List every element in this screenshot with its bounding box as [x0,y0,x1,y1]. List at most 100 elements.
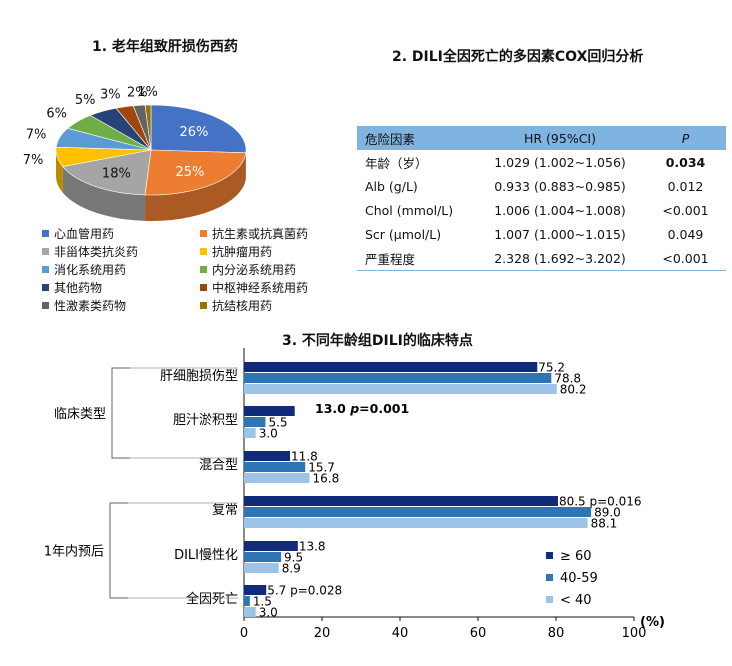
legend-swatch [42,266,49,273]
cox-table: 危险因素 HR (95%CI) P 年龄（岁） 1.029 (1.002~1.05… [357,126,726,271]
pie-sides [56,150,246,222]
row-p: 0.034 [665,154,706,170]
bar-1-2 [244,428,256,438]
pie-slice-10 [144,104,152,151]
category-label: DILI慢性化 [174,547,238,563]
legend-swatch [546,574,553,581]
category-label: 混合型 [199,458,238,473]
bar-value-label: 75.2 [538,361,565,375]
x-tick-label: 80 [548,626,565,641]
bar-3-2 [244,518,588,528]
pie-slice-3 [62,149,152,196]
bar-value-label: 11.8 [291,450,318,464]
legend-label: 40-59 [560,571,598,586]
legend-item: 中枢神经系统用药 [200,279,360,296]
pie-value-label: 1% [137,85,158,100]
bar-value-label: 78.8 [554,372,581,386]
bar-value-label: 80.5 p=0.016 [559,495,642,509]
bar-3-0 [244,496,558,506]
bar-2-0 [244,451,291,461]
bar-value-label: 16.8 [313,472,340,486]
table-header-row: 危险因素 HR (95%CI) P [357,126,726,150]
pie-slice-side [62,166,146,221]
x-tick-label: 20 [314,626,331,641]
table-row: Alb (g/L) 0.933 (0.883~0.985) 0.012 [357,174,726,198]
bar-5-1 [244,596,250,606]
bar-value-label: 8.9 [282,562,301,576]
table-row: 年龄（岁） 1.029 (1.002~1.056) 0.034 [357,150,726,174]
pie-value-label: 2% [127,85,148,100]
bar-value-label: 13.8 [299,540,326,554]
pie-value-label: 18% [102,167,131,182]
pie-top [55,104,247,196]
pie-slice-side [145,152,246,222]
legend-swatch [42,302,49,309]
category-label: 肝细胞损伤型 [160,369,238,384]
legend-item: 抗肿瘤用药 [200,243,360,260]
bar-2-2 [244,473,310,483]
row-factor: Alb (g/L) [365,178,418,194]
legend-swatch [42,248,49,255]
legend-item: 抗生素或抗真菌药 [200,225,360,242]
bar-3-1 [244,507,592,517]
pie-value-label: 6% [46,106,67,121]
legend-label: 内分泌系统用药 [212,263,297,277]
bar-value-label: 80.2 [560,383,587,397]
row-hr: 1.006 (1.004~1.008) [494,202,626,218]
pie-legend: 心血管用药 抗生素或抗真菌药 非甾体类抗炎药 抗肿瘤用药 消化系统用药 内分泌系统用药 其他… [42,225,362,314]
legend-swatch [200,230,207,237]
bar-2-1 [244,462,306,472]
annotation-value: 13.0 [315,401,350,416]
x-tick-label: 40 [392,626,409,641]
pie-title: 1. 老年组致肝损伤西药 [92,39,238,55]
row-p: <0.001 [645,246,726,271]
pie-value-label: 25% [175,165,204,180]
legend-label: 抗结核用药 [212,299,273,313]
pie-slice-side [56,150,63,193]
bar-annotation: 13.0 p=0.001 [315,401,409,416]
table-row: Scr (μmol/L) 1.007 (1.000~1.015) 0.049 [357,222,726,246]
category-label: 胆汁淤积型 [173,413,238,428]
legend-item: 性激素类药物 [42,297,200,314]
legend-swatch [200,266,207,273]
legend-swatch [42,284,49,291]
legend-swatch [42,230,49,237]
category-label: 全因死亡 [186,591,238,607]
annotation-p: p [349,401,359,416]
annotation-pvalue: =0.001 [359,401,409,416]
x-tick-label: 60 [470,626,487,641]
legend-item: 心血管用药 [42,225,200,242]
bar-0-1 [244,373,552,383]
bar-value-label: 15.7 [308,461,335,475]
bar-value-label: 1.5 [253,595,272,609]
legend-item: 非甾体类抗炎药 [42,243,200,260]
bar-4-0 [244,541,298,551]
table-row: Chol (mmol/L) 1.006 (1.004~1.008) <0.001 [357,198,726,222]
legend-label: 性激素类药物 [54,299,127,313]
bar-0-0 [244,362,538,372]
group-label: 1年内预后 [44,544,104,560]
bar-1-0 [244,406,295,416]
row-factor: 严重程度 [357,246,475,271]
pie-chart: 26% 25% 18% 7% 7% 6% 5% 3% 2%1% [23,85,247,222]
pie-slice-1 [150,104,247,154]
row-p: <0.001 [662,202,709,218]
legend-item: 抗结核用药 [200,297,360,314]
bar-value-label: 3.0 [259,427,278,441]
bar-value-label: 5.5 [268,416,287,430]
legend-label: 抗生素或抗真菌药 [212,227,309,241]
pie-value-label: 7% [26,128,47,143]
bar-4-2 [244,563,279,573]
row-hr: 0.933 (0.883~0.985) [494,178,626,194]
legend-item: 其他药物 [42,279,200,296]
pie-value-label: 3% [100,87,121,102]
bar-value-label: 5.7 p=0.028 [267,584,342,598]
pie-value-label: 5% [75,93,96,108]
row-hr: 1.007 (1.000~1.015) [494,226,626,242]
bar-1-1 [244,417,266,427]
row-hr: 1.029 (1.002~1.056) [494,154,626,170]
row-p: 0.049 [667,226,704,242]
bar-5-0 [244,585,267,595]
header-factor: 危险因素 [357,126,475,150]
